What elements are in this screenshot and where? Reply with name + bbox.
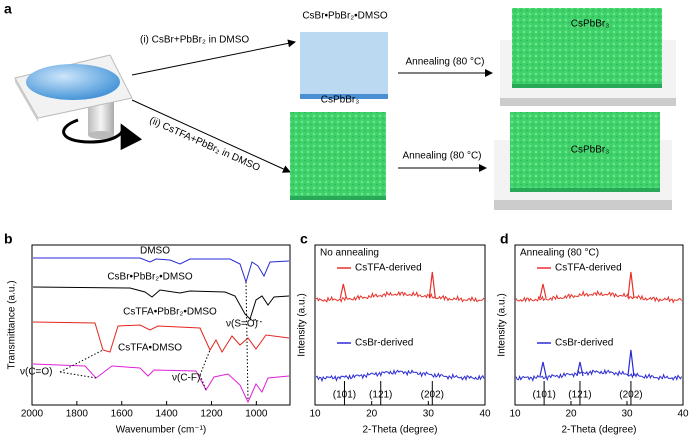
y-axis-label: Intensity (a.u.)	[297, 293, 308, 356]
film-label: CsPbBr₃	[321, 95, 360, 106]
legend-label: CsBr-derived	[555, 338, 613, 349]
annotation: ν(C-F)	[172, 373, 200, 384]
perovskite-film	[510, 112, 660, 188]
x-tick-label: 30	[621, 409, 633, 420]
x-axis-label: 2-Theta (degree)	[362, 425, 437, 436]
x-tick-label: 1200	[200, 409, 223, 420]
xrd-peak	[627, 271, 635, 299]
process-label: Annealing (80 °C)	[405, 57, 484, 68]
film-label: CsPbBr₃	[571, 19, 610, 30]
route-label: (ii) CsTFA+PbBr₂ in DMSO	[148, 115, 262, 174]
xrd-curve	[515, 368, 683, 382]
xrd-curve	[315, 368, 485, 383]
perovskite-film	[290, 112, 386, 196]
substrate-edge	[500, 98, 676, 106]
x-tick-label: 40	[677, 409, 689, 420]
substrate-edge	[494, 200, 672, 210]
legend-label: CsTFA-derived	[355, 263, 422, 274]
panel-label: c	[300, 231, 308, 247]
reflection-label: (121)	[369, 390, 392, 401]
film-edge	[510, 188, 660, 192]
x-tick-label: 1600	[111, 409, 134, 420]
xrd-peak	[539, 361, 547, 377]
reflection-label: (101)	[532, 390, 555, 401]
x-tick-label: 1400	[155, 409, 178, 420]
film-edge	[290, 196, 386, 200]
x-tick-label: 10	[309, 409, 321, 420]
film-label: CsPbBr₃	[571, 145, 610, 156]
film-edge	[512, 84, 662, 88]
ftir-curve	[32, 321, 290, 354]
xrd-peak	[627, 349, 635, 377]
axes-frame	[514, 244, 684, 406]
x-tick-label: 40	[479, 409, 491, 420]
route-arrow	[131, 39, 296, 76]
xrd-curve	[315, 290, 485, 304]
curve-label: DMSO	[140, 246, 170, 257]
curve-label: CsBr•PbBr₂•DMSO	[107, 272, 193, 283]
axes-frame	[314, 244, 486, 406]
ftir-curve	[32, 363, 290, 404]
shaft-base	[88, 131, 114, 139]
xrd-peak	[428, 271, 436, 299]
curve-label: CsTFA•DMSO	[118, 343, 182, 354]
legend-label: CsTFA-derived	[555, 263, 622, 274]
film-label: CsBr•PbBr₂•DMSO	[302, 11, 388, 22]
reflection-label: (121)	[568, 390, 591, 401]
x-tick-label: 20	[565, 409, 577, 420]
curve-label: CsTFA•PbBr₂•DMSO	[123, 307, 217, 318]
ftir-curve	[33, 257, 290, 284]
xrd-peak	[339, 283, 347, 299]
route-label: (i) CsBr+PbBr₂ in DMSO	[140, 35, 249, 46]
panel-label: b	[4, 231, 13, 247]
axes-frame	[31, 244, 291, 406]
y-axis-label: Transmittance (a.u.)	[7, 280, 18, 369]
panel-label: a	[4, 1, 12, 17]
intermediate-film	[300, 32, 388, 94]
process-label: Annealing (80 °C)	[402, 151, 481, 162]
legend-label: CsBr-derived	[355, 338, 413, 349]
panel-title: Annealing (80 °C)	[520, 248, 599, 259]
x-axis-label: Wavenumber (cm⁻¹)	[116, 425, 206, 436]
rotation-arrow	[62, 118, 143, 151]
film-edge	[300, 94, 388, 99]
solution-droplet	[26, 64, 120, 100]
reflection-label: (202)	[421, 390, 444, 401]
panel-label: d	[500, 231, 509, 247]
reflection-label: (101)	[333, 390, 356, 401]
xrd-peak	[539, 283, 547, 299]
x-tick-label: 10	[509, 409, 521, 420]
panel-title: No annealing	[320, 248, 379, 259]
x-tick-label: 1800	[66, 409, 89, 420]
x-tick-label: 2000	[21, 409, 44, 420]
plate-edge	[15, 78, 38, 122]
xrd-peak	[576, 361, 584, 377]
annotation-leader	[59, 281, 263, 401]
y-axis-label: Intensity (a.u.)	[497, 293, 508, 356]
x-axis-label: 2-Theta (degree)	[561, 425, 636, 436]
perovskite-film	[512, 8, 662, 84]
route-arrow	[131, 99, 291, 173]
ftir-curve	[32, 286, 290, 320]
annotation: ν(C=O)	[20, 367, 53, 378]
annotation: ν(S=O)	[226, 319, 258, 330]
x-tick-label: 30	[423, 409, 435, 420]
x-tick-label: 20	[366, 409, 378, 420]
xrd-curve	[515, 289, 683, 304]
x-tick-label: 1000	[245, 409, 268, 420]
reflection-label: (202)	[619, 390, 642, 401]
